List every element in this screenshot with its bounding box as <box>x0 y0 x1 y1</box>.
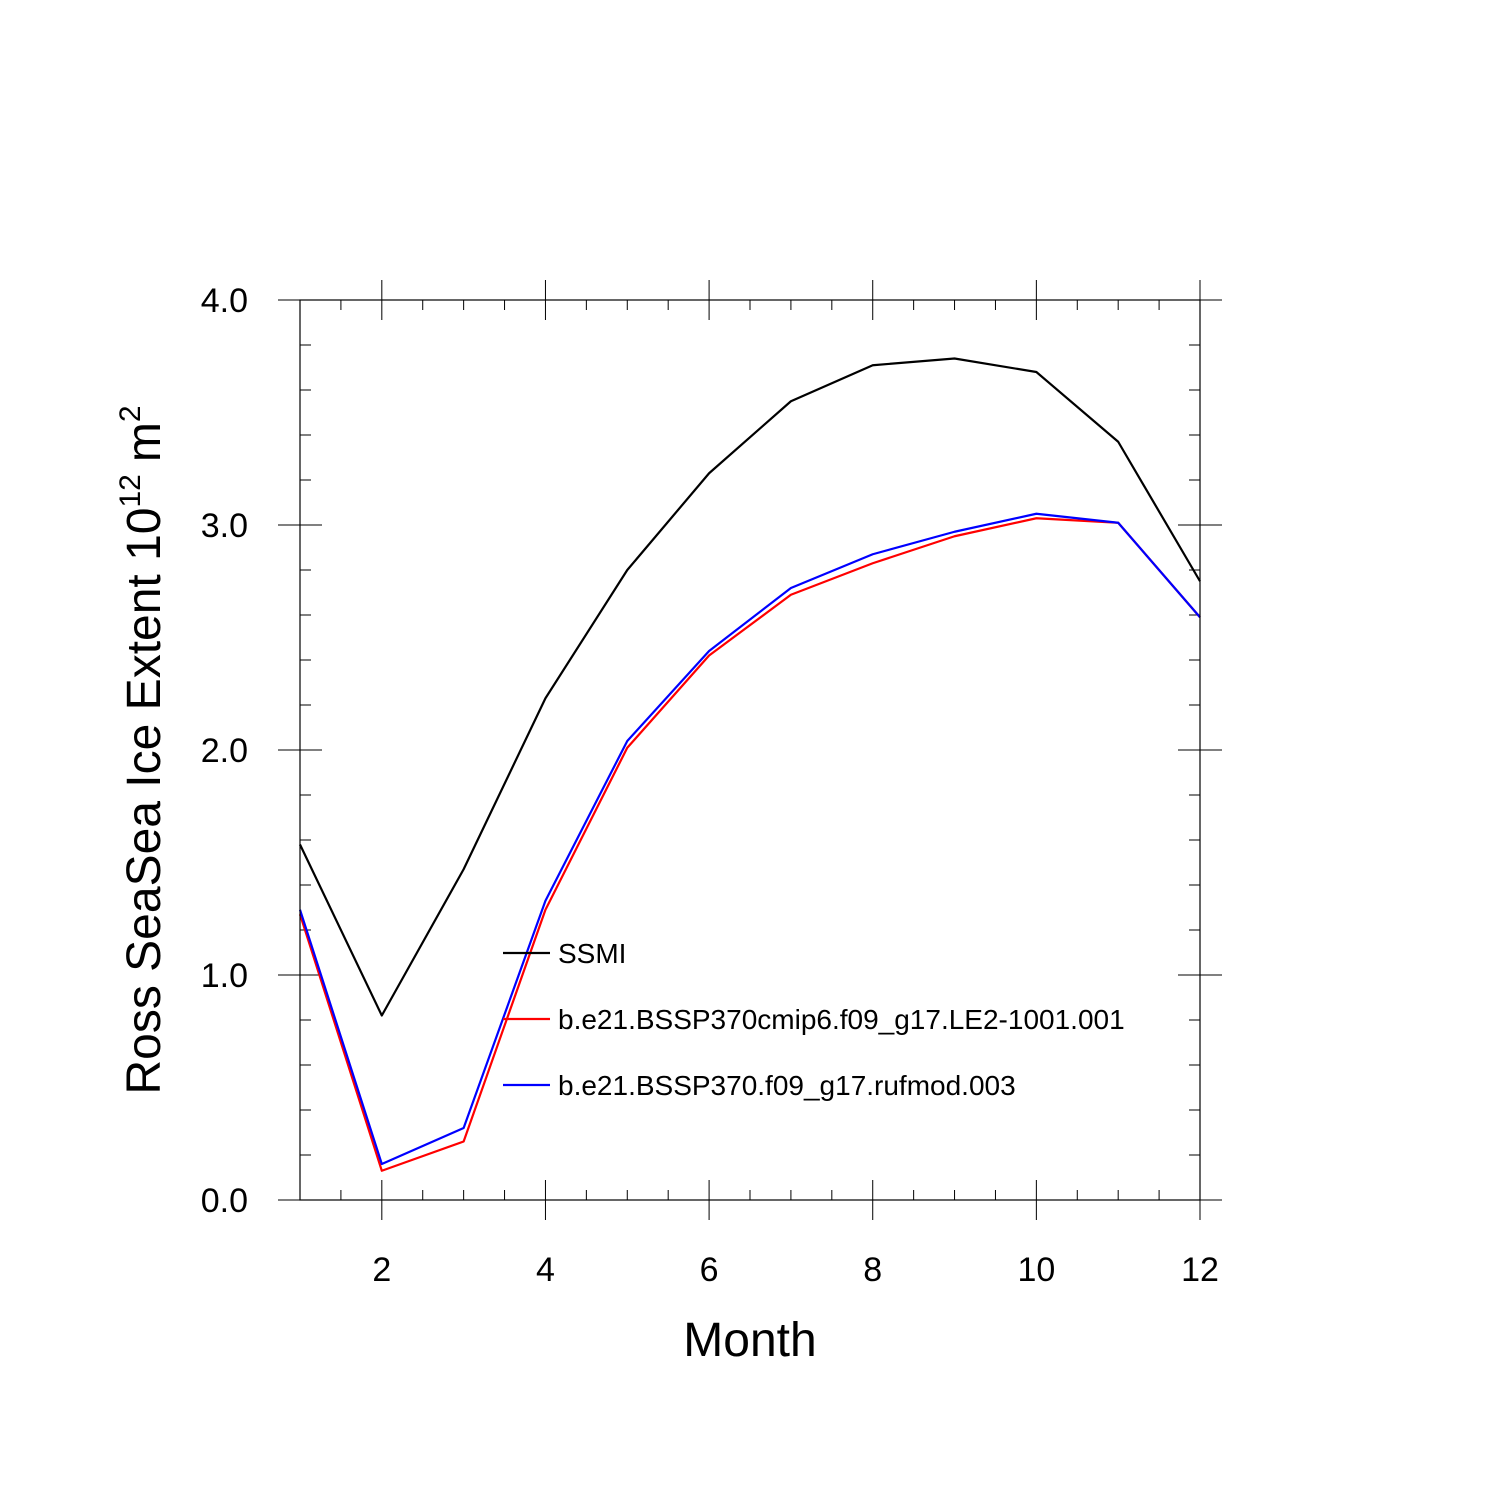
legend: SSMI b.e21.BSSP370cmip6.f09_g17.LE2-1001.… <box>503 938 1125 1101</box>
x-axis-title: Month <box>683 1314 816 1367</box>
y-axis-title-unit: m <box>118 422 171 462</box>
y-axis-title: Ross SeaSea Ice Extent 1012 m2 <box>114 405 171 1094</box>
series-line <box>299 357 1201 1017</box>
series-layer <box>298 357 1201 1172</box>
legend-label: b.e21.BSSP370.f09_g17.rufmod.003 <box>558 1070 1016 1101</box>
x-tick-label: 12 <box>1181 1251 1219 1289</box>
series-line <box>298 512 1201 1166</box>
series-line <box>298 517 1201 1172</box>
x-tick-label: 6 <box>700 1251 719 1289</box>
tick-labels: 2 4 6 8 10 12 0.0 1.0 2.0 3.0 4.0 <box>201 282 1219 1289</box>
y-tick-label: 0.0 <box>201 1182 248 1220</box>
y-axis-title-exponent: 12 <box>114 474 147 507</box>
legend-label: b.e21.BSSP370cmip6.f09_g17.LE2-1001.001 <box>558 1004 1125 1035</box>
y-axis-title-unit-exponent: 2 <box>114 405 147 422</box>
x-tick-label: 10 <box>1017 1251 1055 1289</box>
x-tick-label: 2 <box>372 1251 391 1289</box>
plot-frame <box>299 299 1201 1201</box>
y-tick-label: 3.0 <box>201 507 248 545</box>
y-tick-label: 4.0 <box>201 282 248 320</box>
y-tick-label: 2.0 <box>201 732 248 770</box>
y-tick-label: 1.0 <box>201 957 248 995</box>
x-tick-label: 4 <box>536 1251 555 1289</box>
y-axis-title-main: Ross SeaSea Ice Extent 10 <box>118 508 171 1095</box>
x-tick-label: 8 <box>863 1251 882 1289</box>
legend-label: SSMI <box>558 938 626 969</box>
